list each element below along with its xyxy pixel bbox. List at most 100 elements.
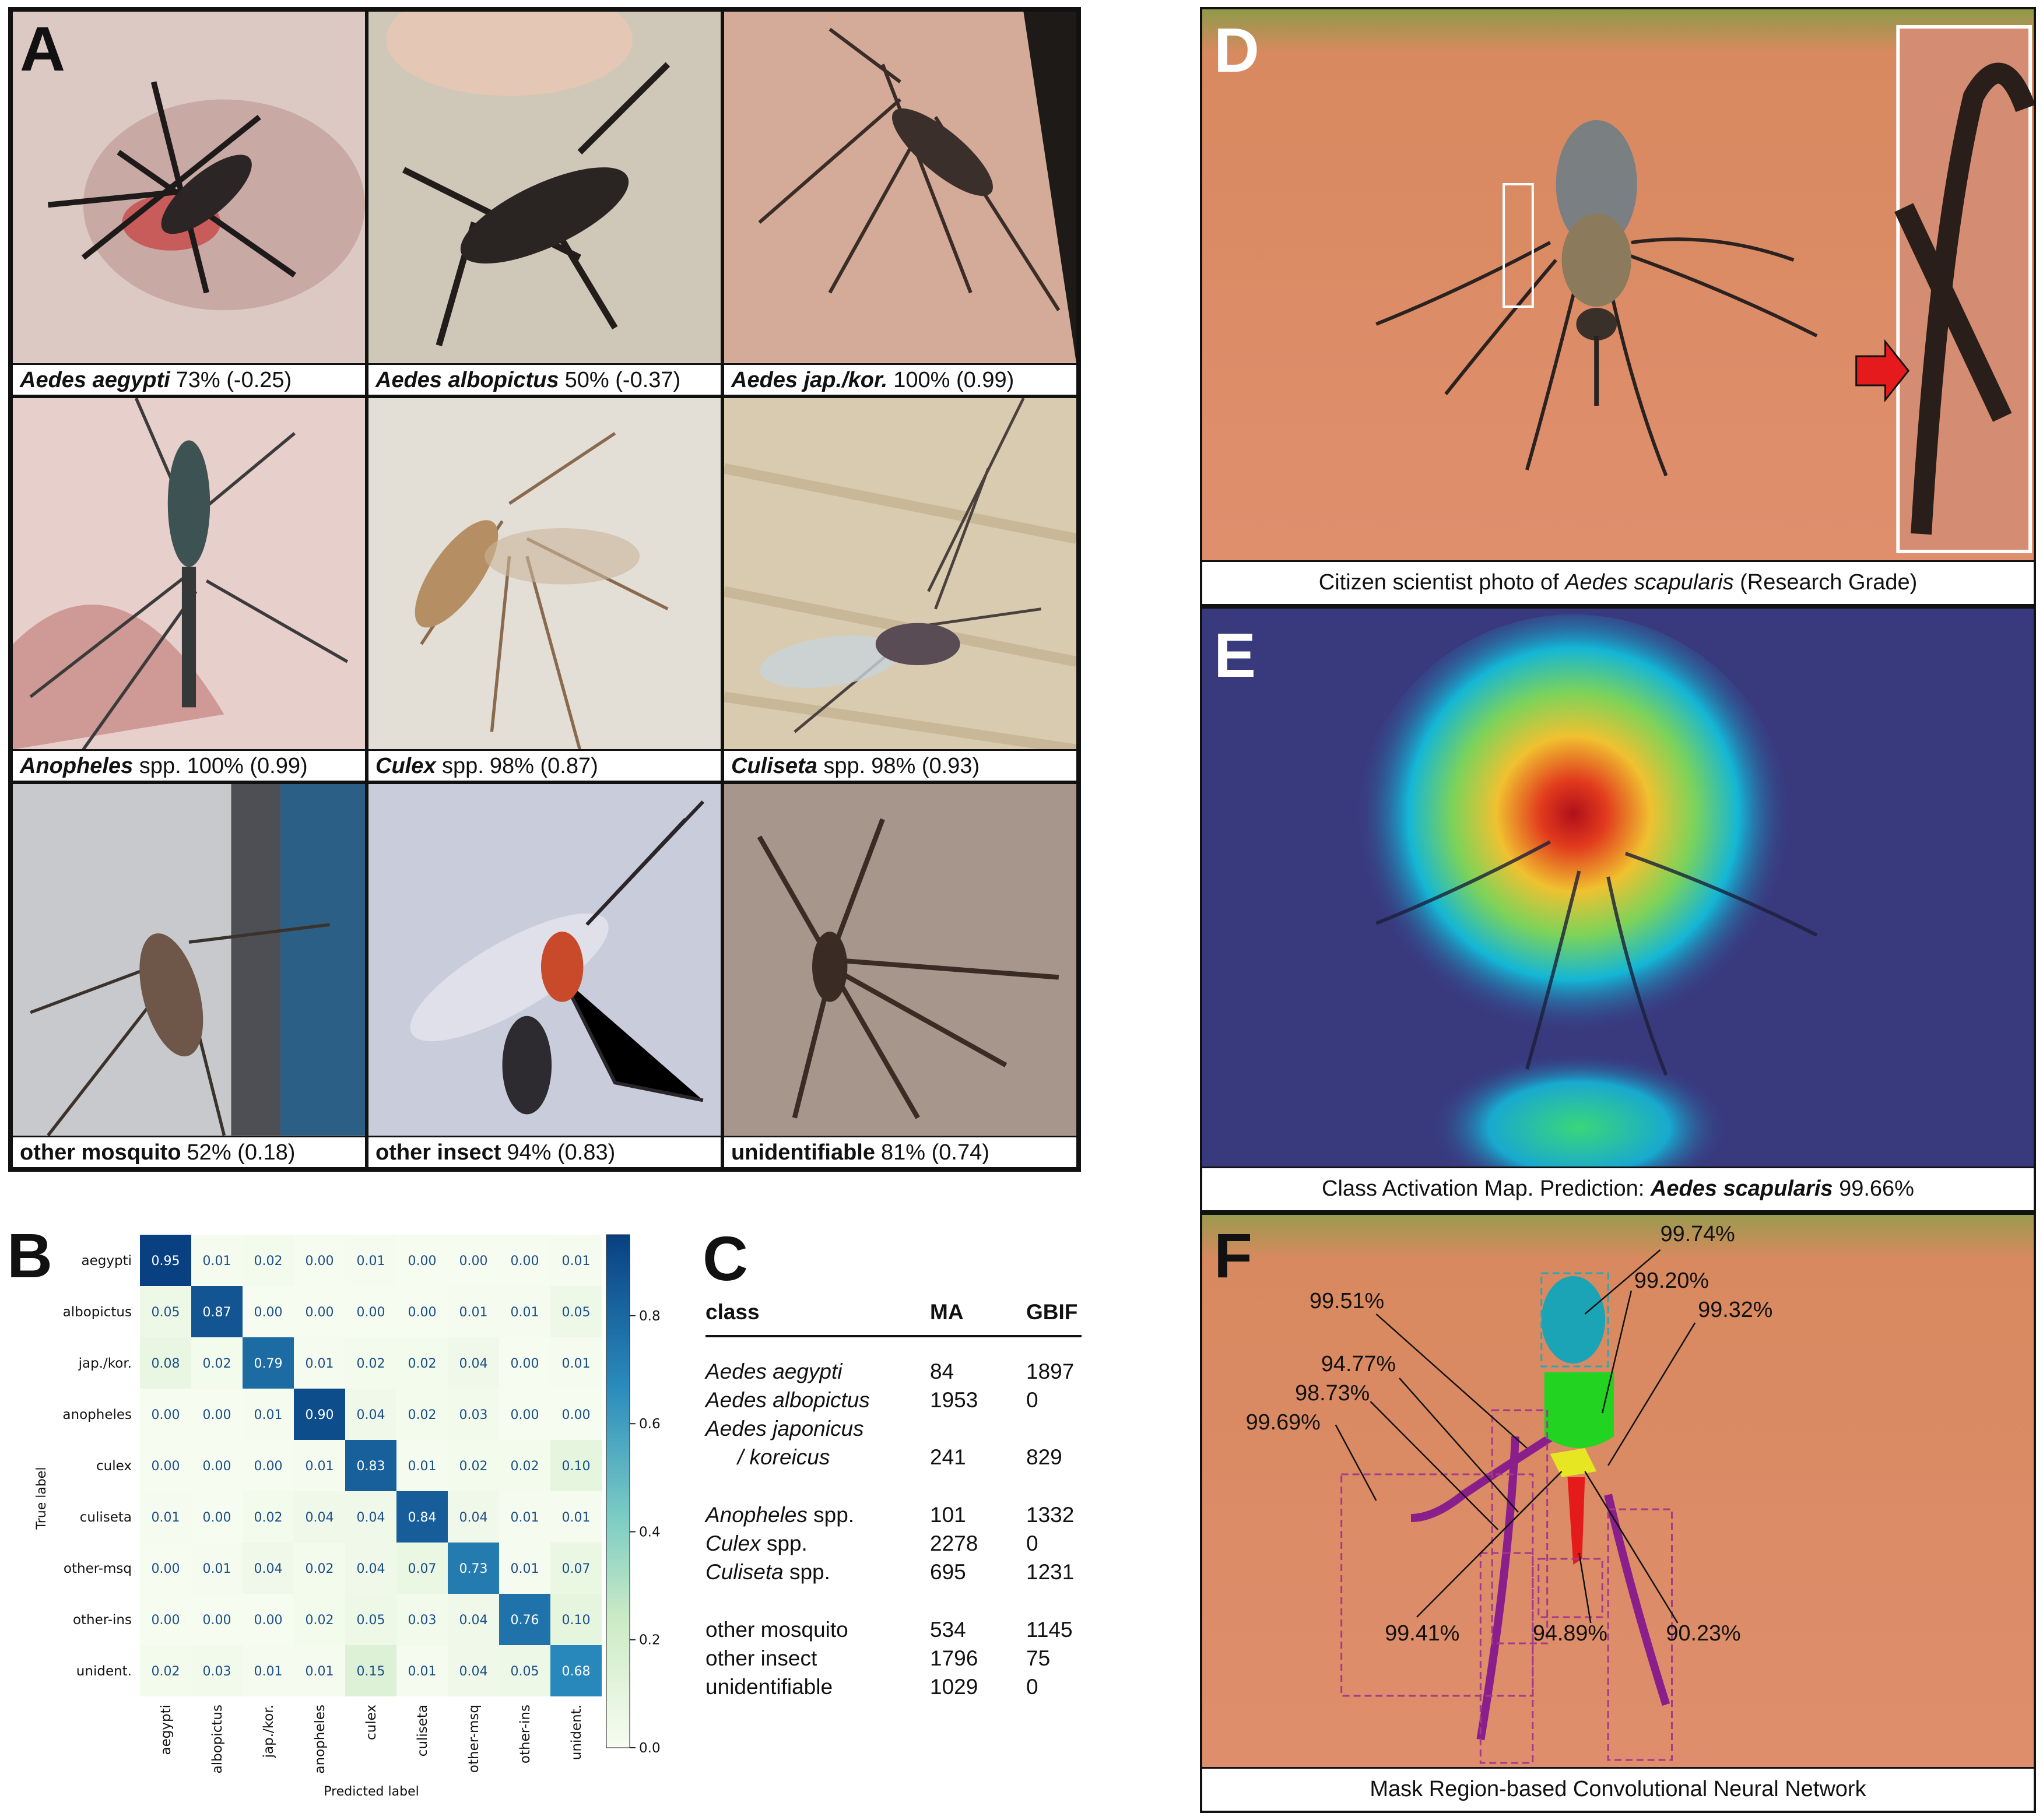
matrix-cell-value: 0.08 — [152, 1357, 180, 1371]
matrix-cell-value: 0.02 — [357, 1357, 385, 1371]
matrix-cell-value: 0.01 — [254, 1408, 283, 1422]
matrix-cell — [345, 1594, 396, 1645]
matrix-cell-value: 0.68 — [562, 1664, 591, 1679]
matrix-cell-value: 0.00 — [459, 1254, 488, 1269]
matrix-cell — [448, 1389, 499, 1440]
matrix-cell — [140, 1440, 191, 1491]
matrix-cell-value: 0.01 — [562, 1510, 591, 1525]
matrix-cell-value: 0.87 — [203, 1305, 231, 1320]
colorbar-tick-label: 0.8 — [639, 1309, 661, 1324]
matrix-cell-value: 0.00 — [203, 1510, 231, 1525]
colorbar-tick-label: 0.6 — [639, 1417, 661, 1432]
matrix-cell — [345, 1645, 396, 1696]
matrix-cell-value: 0.79 — [254, 1357, 283, 1371]
matrix-cell-value: 0.00 — [511, 1254, 539, 1269]
matrix-cell — [191, 1286, 243, 1337]
matrix-cell — [294, 1440, 345, 1491]
matrix-cell-value: 0.00 — [408, 1254, 437, 1269]
matrix-cell-value: 0.76 — [511, 1613, 539, 1628]
matrix-cell — [294, 1337, 345, 1389]
table-row: unidentifiable 1029 0 — [705, 1675, 1038, 1699]
matrix-cell-value: 0.01 — [408, 1459, 437, 1474]
matrix-cell-value: 0.00 — [254, 1305, 283, 1320]
matrix-cell — [550, 1389, 602, 1440]
x-tick-label: aegypti — [159, 1705, 174, 1755]
matrix-cell — [396, 1337, 448, 1389]
panel-letter-b: B — [7, 1220, 52, 1291]
matrix-cell-value: 0.02 — [203, 1357, 231, 1371]
matrix-cell-value: 0.04 — [357, 1562, 385, 1576]
matrix-cell-value: 0.00 — [306, 1305, 334, 1320]
table-header: class MA GBIF — [705, 1300, 1078, 1324]
x-tick-label: other-msq — [466, 1705, 482, 1773]
matrix-cell-value: 0.00 — [152, 1613, 180, 1628]
colorbar-tick-label: 0.2 — [639, 1633, 661, 1648]
colorbar — [606, 1234, 630, 1748]
matrix-cell — [294, 1491, 345, 1543]
matrix-cell — [243, 1491, 294, 1543]
matrix-cell — [191, 1389, 243, 1440]
matrix-cell-value: 0.05 — [511, 1664, 539, 1679]
mosquito-photo — [13, 784, 365, 1136]
matrix-cell — [243, 1235, 294, 1286]
cell-caption: Aedes jap./kor. 100% (0.99) — [724, 363, 1076, 395]
cell-caption: Aedes aegypti 73% (-0.25) — [13, 363, 365, 395]
matrix-cell-value: 0.04 — [459, 1613, 488, 1628]
table-row: other insect 1796 75 — [705, 1646, 1051, 1670]
matrix-cell — [499, 1491, 550, 1543]
matrix-cell — [448, 1337, 499, 1389]
matrix-cell — [550, 1235, 602, 1286]
matrix-cell-value: 0.04 — [254, 1562, 283, 1576]
matrix-cell — [191, 1645, 243, 1696]
matrix-cell — [294, 1645, 345, 1696]
matrix-cell-value: 0.02 — [511, 1459, 539, 1474]
x-tick-label: other-ins — [518, 1705, 533, 1763]
mask-score-label: 99.51% — [1310, 1289, 1384, 1313]
matrix-cell — [396, 1235, 448, 1286]
matrix-cell — [140, 1286, 191, 1337]
matrix-cell — [499, 1235, 550, 1286]
matrix-cell-value: 0.10 — [562, 1613, 591, 1628]
matrix-cell-value: 0.04 — [459, 1664, 488, 1679]
x-tick-label: culiseta — [415, 1705, 430, 1756]
cell-caption: Culiseta spp. 98% (0.93) — [724, 749, 1076, 781]
matrix-cell-value: 0.02 — [254, 1510, 283, 1525]
mosquito-photo — [724, 12, 1076, 363]
matrix-cell — [294, 1594, 345, 1645]
panel-d-caption: Citizen scientist photo of Aedes scapula… — [1202, 560, 2034, 604]
matrix-cell-value: 0.00 — [152, 1562, 180, 1576]
matrix-cell-value: 0.10 — [562, 1459, 591, 1474]
matrix-cell — [140, 1594, 191, 1645]
matrix-cell-value: 0.02 — [306, 1613, 334, 1628]
panel-f-caption: Mask Region-based Convolutional Neural N… — [1202, 1767, 2034, 1811]
matrix-cell — [345, 1543, 396, 1594]
panel-a-grid: Aedes aegypti 73% (-0.25) Aedes albopictu… — [8, 7, 1081, 1172]
matrix-cell — [243, 1337, 294, 1389]
mask-score-label: 98.73% — [1295, 1381, 1370, 1406]
y-tick-label: other-msq — [64, 1561, 132, 1576]
matrix-cell — [243, 1440, 294, 1491]
matrix-cell — [499, 1440, 550, 1491]
matrix-cell-value: 0.02 — [306, 1562, 334, 1576]
mosquito-photo — [724, 398, 1076, 750]
matrix-cell — [499, 1286, 550, 1337]
matrix-cell-value: 0.03 — [459, 1408, 488, 1422]
matrix-cell — [396, 1543, 448, 1594]
cell-caption: Culex spp. 98% (0.87) — [368, 749, 721, 781]
table-row: Aedes albopictus 1953 0 — [705, 1388, 1038, 1412]
matrix-cell — [191, 1491, 243, 1543]
matrix-cell — [448, 1440, 499, 1491]
confusion-matrix-chart: 0.95 0.01 0.02 0.00 0.01 0.00 0.00 0.00 0.01 0.05… — [34, 1234, 661, 1799]
panel-a-cell: Aedes albopictus 50% (-0.37) — [367, 10, 722, 396]
table-row: / koreicus 241 829 — [738, 1445, 1062, 1469]
matrix-cell — [499, 1389, 550, 1440]
matrix-cell — [499, 1645, 550, 1696]
matrix-cell-value: 0.73 — [459, 1562, 488, 1576]
matrix-cell-value: 0.05 — [357, 1613, 385, 1628]
matrix-cell — [140, 1389, 191, 1440]
x-axis-label: Predicted label — [324, 1784, 419, 1799]
matrix-cell — [294, 1543, 345, 1594]
matrix-cell-value: 0.01 — [511, 1305, 539, 1320]
matrix-cell-value: 0.01 — [511, 1510, 539, 1525]
matrix-cell-value: 0.00 — [357, 1305, 385, 1320]
